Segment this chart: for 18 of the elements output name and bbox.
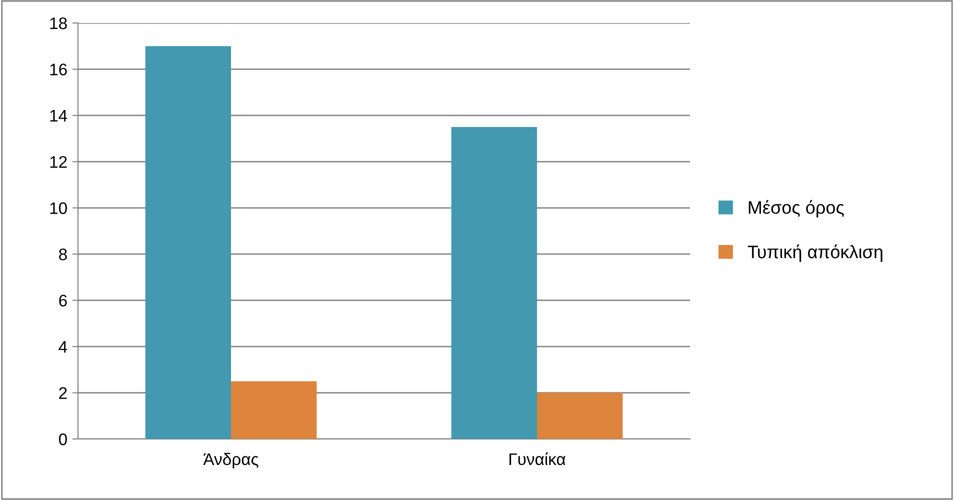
y-tick-label: 8 bbox=[59, 248, 67, 260]
x-tick-label: Γυναίκα bbox=[510, 452, 566, 466]
bar bbox=[537, 392, 623, 439]
y-tick-label: 2 bbox=[59, 387, 67, 399]
legend-label: Τυπική απόκλιση bbox=[748, 244, 882, 262]
bar bbox=[451, 127, 537, 439]
bar bbox=[231, 381, 317, 439]
bar bbox=[145, 46, 231, 439]
y-tick-label: 6 bbox=[59, 294, 67, 307]
y-tick-label: 4 bbox=[58, 341, 68, 353]
x-tick-label: Άνδρας bbox=[203, 452, 258, 468]
legend-label: Μέσος όρος bbox=[748, 200, 844, 218]
y-tick-label: 12 bbox=[50, 156, 67, 168]
y-tick-label: 16 bbox=[50, 64, 67, 76]
y-tick-label: 18 bbox=[50, 17, 67, 30]
y-tick-label: 10 bbox=[50, 202, 67, 214]
y-tick-label: 0 bbox=[58, 433, 67, 446]
y-tick-label: 14 bbox=[50, 110, 68, 122]
